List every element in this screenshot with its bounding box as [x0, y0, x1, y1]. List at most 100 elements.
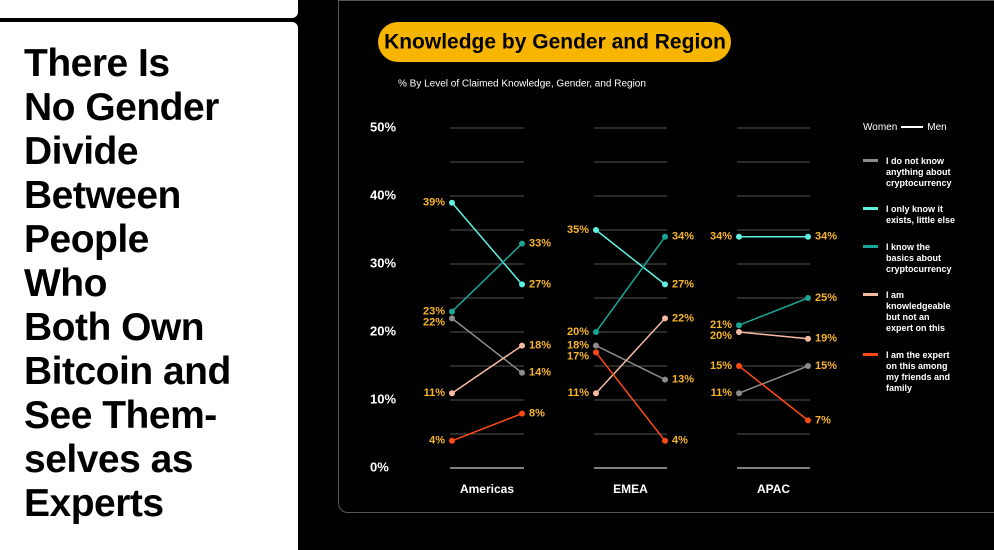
y-tick-label: 40%	[370, 187, 396, 202]
headline-line: People	[24, 218, 149, 261]
men-point	[805, 417, 811, 424]
legend-swatch	[863, 245, 878, 248]
women-point	[449, 308, 455, 315]
women-point	[736, 322, 742, 329]
headline-line: Bitcoin and	[24, 350, 231, 393]
value-label: 19%	[815, 333, 837, 345]
value-label: 23%	[423, 306, 445, 318]
y-tick-label: 30%	[370, 255, 396, 270]
slope-line	[451, 243, 523, 313]
legend-label: I am the expert on this among my friends…	[886, 350, 951, 393]
women-point	[593, 342, 599, 349]
headline-line: Experts	[24, 482, 164, 525]
slope-line	[738, 365, 809, 421]
x-tick-label: APAC	[757, 482, 790, 496]
value-label: 21%	[710, 319, 732, 331]
men-point	[519, 369, 525, 376]
women-point	[736, 390, 742, 397]
men-point	[805, 363, 811, 369]
y-tick-label: 20%	[370, 323, 396, 338]
value-label: 33%	[529, 238, 551, 250]
women-point	[593, 390, 599, 397]
value-label: 34%	[710, 231, 732, 243]
men-point	[805, 233, 811, 240]
slope-line	[451, 412, 523, 442]
legend-label: I only know it exists, little else	[886, 204, 956, 225]
women-point	[449, 390, 455, 397]
men-point	[662, 437, 668, 444]
x-tick-label: Americas	[460, 482, 514, 496]
value-label: 4%	[672, 435, 688, 447]
women-point	[593, 227, 599, 233]
women-point	[593, 349, 599, 356]
men-point	[662, 233, 668, 240]
legend-label: I do not know anything about cryptocurre…	[886, 156, 952, 188]
slope-line	[595, 229, 666, 285]
y-tick-label: 0%	[370, 459, 389, 474]
women-point	[736, 363, 742, 369]
men-point	[805, 335, 811, 342]
value-label: 13%	[672, 374, 694, 386]
headline-line: Between	[24, 174, 181, 217]
headline-line: Who	[24, 262, 107, 305]
men-point	[662, 376, 668, 383]
x-tick-label: EMEA	[613, 482, 648, 496]
slope-line	[595, 317, 666, 394]
women-point	[736, 329, 742, 335]
headline-panel: There Is No Gender Divide Between People Who B…	[0, 22, 298, 550]
value-label: 35%	[567, 224, 589, 236]
women-point	[449, 199, 455, 206]
value-label: 20%	[710, 330, 732, 342]
men-point	[805, 295, 811, 301]
value-label: 34%	[815, 231, 837, 243]
slope-line	[451, 317, 523, 374]
legend-label: I am knowledgeable but not an expert on …	[886, 290, 951, 333]
men-point	[519, 240, 525, 247]
headline-line: selves as	[24, 438, 194, 481]
legend-swatch	[863, 207, 878, 210]
value-label: 11%	[711, 387, 733, 399]
headline-line: Both Own	[24, 306, 205, 349]
headline: There Is No Gender Divide Between People Who B…	[24, 42, 231, 526]
legend-swatch	[863, 353, 878, 356]
men-point	[519, 342, 525, 349]
women-point	[449, 315, 455, 322]
value-label: 15%	[815, 360, 837, 372]
slope-line	[451, 202, 523, 285]
chart-subtitle: % By Level of Claimed Knowledge, Gender,…	[398, 79, 646, 90]
legend-swatch	[863, 159, 878, 162]
men-point	[662, 281, 668, 288]
legend-marker	[901, 126, 924, 129]
women-point	[593, 329, 599, 335]
men-point	[519, 410, 525, 417]
women-point	[736, 233, 742, 240]
value-label: 34%	[672, 231, 694, 243]
slope-line	[738, 331, 809, 340]
value-label: 27%	[529, 278, 551, 290]
headline-line: No Gender	[24, 86, 219, 129]
value-label: 14%	[529, 367, 551, 379]
value-label: 8%	[529, 408, 545, 420]
women-point	[449, 437, 455, 444]
chart-panel	[338, 0, 994, 513]
top-strip	[0, 0, 298, 18]
value-label: 15%	[710, 360, 732, 372]
value-label: 22%	[672, 312, 694, 324]
legend-label: I know the basics about cryptocurrency	[886, 242, 952, 274]
value-label: 11%	[568, 387, 590, 399]
chart-title: Knowledge by Gender and Region	[384, 31, 726, 54]
headline-line: See Them-	[24, 394, 217, 437]
slope-line	[738, 365, 809, 394]
value-label: 20%	[567, 326, 589, 338]
headline-line: Divide	[24, 130, 139, 173]
value-label: 22%	[423, 317, 445, 329]
y-tick-label: 50%	[370, 119, 396, 134]
legend-men: Men	[927, 122, 947, 133]
value-label: 7%	[815, 414, 831, 426]
value-label: 25%	[815, 292, 837, 304]
legend-genders: Women Men	[863, 122, 947, 133]
legend-women: Women	[863, 122, 898, 133]
value-label: 18%	[567, 340, 589, 352]
